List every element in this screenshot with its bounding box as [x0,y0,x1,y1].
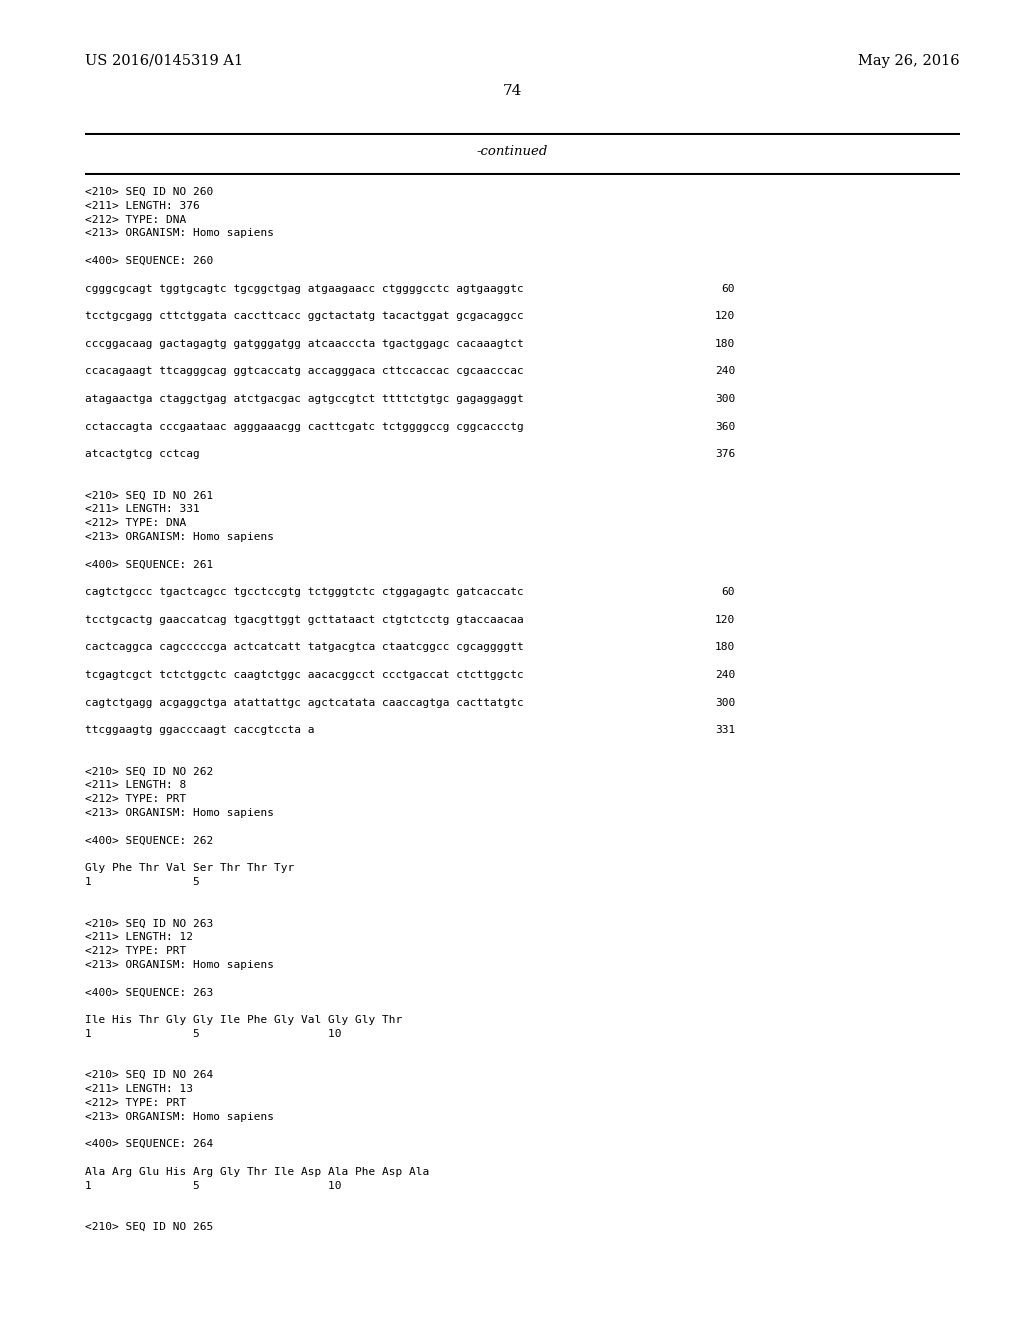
Text: cagtctgagg acgaggctga atattattgc agctcatata caaccagtga cacttatgtc: cagtctgagg acgaggctga atattattgc agctcat… [85,697,523,708]
Text: <213> ORGANISM: Homo sapiens: <213> ORGANISM: Homo sapiens [85,532,274,543]
Text: <212> TYPE: PRT: <212> TYPE: PRT [85,795,186,804]
Text: tcctgcactg gaaccatcag tgacgttggt gcttataact ctgtctcctg gtaccaacaa: tcctgcactg gaaccatcag tgacgttggt gcttata… [85,615,523,624]
Text: <400> SEQUENCE: 264: <400> SEQUENCE: 264 [85,1139,213,1150]
Text: <211> LENGTH: 12: <211> LENGTH: 12 [85,932,193,942]
Text: 300: 300 [715,393,735,404]
Text: <210> SEQ ID NO 261: <210> SEQ ID NO 261 [85,491,213,500]
Text: 1               5                   10: 1 5 10 [85,1028,341,1039]
Text: cgggcgcagt tggtgcagtc tgcggctgag atgaagaacc ctggggcctc agtgaaggtc: cgggcgcagt tggtgcagtc tgcggctgag atgaaga… [85,284,523,293]
Text: atcactgtcg cctcag: atcactgtcg cctcag [85,449,200,459]
Text: <210> SEQ ID NO 265: <210> SEQ ID NO 265 [85,1222,213,1232]
Text: May 26, 2016: May 26, 2016 [858,54,961,69]
Text: tcgagtcgct tctctggctc caagtctggc aacacggcct ccctgaccat ctcttggctc: tcgagtcgct tctctggctc caagtctggc aacacgg… [85,671,523,680]
Text: US 2016/0145319 A1: US 2016/0145319 A1 [85,54,243,69]
Text: -continued: -continued [476,145,548,158]
Text: 240: 240 [715,671,735,680]
Text: 240: 240 [715,367,735,376]
Text: Gly Phe Thr Val Ser Thr Thr Tyr: Gly Phe Thr Val Ser Thr Thr Tyr [85,863,294,874]
Text: <213> ORGANISM: Homo sapiens: <213> ORGANISM: Homo sapiens [85,228,274,239]
Text: <213> ORGANISM: Homo sapiens: <213> ORGANISM: Homo sapiens [85,960,274,970]
Text: <213> ORGANISM: Homo sapiens: <213> ORGANISM: Homo sapiens [85,808,274,818]
Text: 60: 60 [722,587,735,597]
Text: <210> SEQ ID NO 260: <210> SEQ ID NO 260 [85,187,213,197]
Text: 1               5: 1 5 [85,876,200,887]
Text: <210> SEQ ID NO 264: <210> SEQ ID NO 264 [85,1071,213,1080]
Text: 74: 74 [503,84,521,98]
Text: <210> SEQ ID NO 263: <210> SEQ ID NO 263 [85,919,213,928]
Text: <212> TYPE: PRT: <212> TYPE: PRT [85,946,186,956]
Text: <400> SEQUENCE: 263: <400> SEQUENCE: 263 [85,987,213,998]
Text: <212> TYPE: PRT: <212> TYPE: PRT [85,1098,186,1107]
Text: <212> TYPE: DNA: <212> TYPE: DNA [85,519,186,528]
Text: tcctgcgagg cttctggata caccttcacc ggctactatg tacactggat gcgacaggcc: tcctgcgagg cttctggata caccttcacc ggctact… [85,312,523,321]
Text: cagtctgccc tgactcagcc tgcctccgtg tctgggtctc ctggagagtc gatcaccatc: cagtctgccc tgactcagcc tgcctccgtg tctgggt… [85,587,523,597]
Text: cctaccagta cccgaataac agggaaacgg cacttcgatc tctggggccg cggcaccctg: cctaccagta cccgaataac agggaaacgg cacttcg… [85,421,523,432]
Text: 180: 180 [715,643,735,652]
Text: ccacagaagt ttcagggcag ggtcaccatg accagggaca cttccaccac cgcaacccac: ccacagaagt ttcagggcag ggtcaccatg accaggg… [85,367,523,376]
Text: <211> LENGTH: 8: <211> LENGTH: 8 [85,780,186,791]
Text: Ile His Thr Gly Gly Ile Phe Gly Val Gly Gly Thr: Ile His Thr Gly Gly Ile Phe Gly Val Gly … [85,1015,402,1026]
Text: <211> LENGTH: 376: <211> LENGTH: 376 [85,201,200,211]
Text: 120: 120 [715,615,735,624]
Text: <210> SEQ ID NO 262: <210> SEQ ID NO 262 [85,767,213,776]
Text: 360: 360 [715,421,735,432]
Text: <212> TYPE: DNA: <212> TYPE: DNA [85,215,186,224]
Text: 120: 120 [715,312,735,321]
Text: 180: 180 [715,339,735,348]
Text: 300: 300 [715,697,735,708]
Text: 1               5                   10: 1 5 10 [85,1180,341,1191]
Text: 331: 331 [715,725,735,735]
Text: <400> SEQUENCE: 261: <400> SEQUENCE: 261 [85,560,213,570]
Text: atagaactga ctaggctgag atctgacgac agtgccgtct ttttctgtgc gagaggaggt: atagaactga ctaggctgag atctgacgac agtgccg… [85,393,523,404]
Text: <400> SEQUENCE: 260: <400> SEQUENCE: 260 [85,256,213,267]
Text: cactcaggca cagcccccga actcatcatt tatgacgtca ctaatcggcc cgcaggggtt: cactcaggca cagcccccga actcatcatt tatgacg… [85,643,523,652]
Text: 376: 376 [715,449,735,459]
Text: <400> SEQUENCE: 262: <400> SEQUENCE: 262 [85,836,213,846]
Text: ttcggaagtg ggacccaagt caccgtccta a: ttcggaagtg ggacccaagt caccgtccta a [85,725,314,735]
Text: <211> LENGTH: 13: <211> LENGTH: 13 [85,1084,193,1094]
Text: cccggacaag gactagagtg gatgggatgg atcaacccta tgactggagc cacaaagtct: cccggacaag gactagagtg gatgggatgg atcaacc… [85,339,523,348]
Text: <213> ORGANISM: Homo sapiens: <213> ORGANISM: Homo sapiens [85,1111,274,1122]
Text: <211> LENGTH: 331: <211> LENGTH: 331 [85,504,200,515]
Text: 60: 60 [722,284,735,293]
Text: Ala Arg Glu His Arg Gly Thr Ile Asp Ala Phe Asp Ala: Ala Arg Glu His Arg Gly Thr Ile Asp Ala … [85,1167,429,1177]
